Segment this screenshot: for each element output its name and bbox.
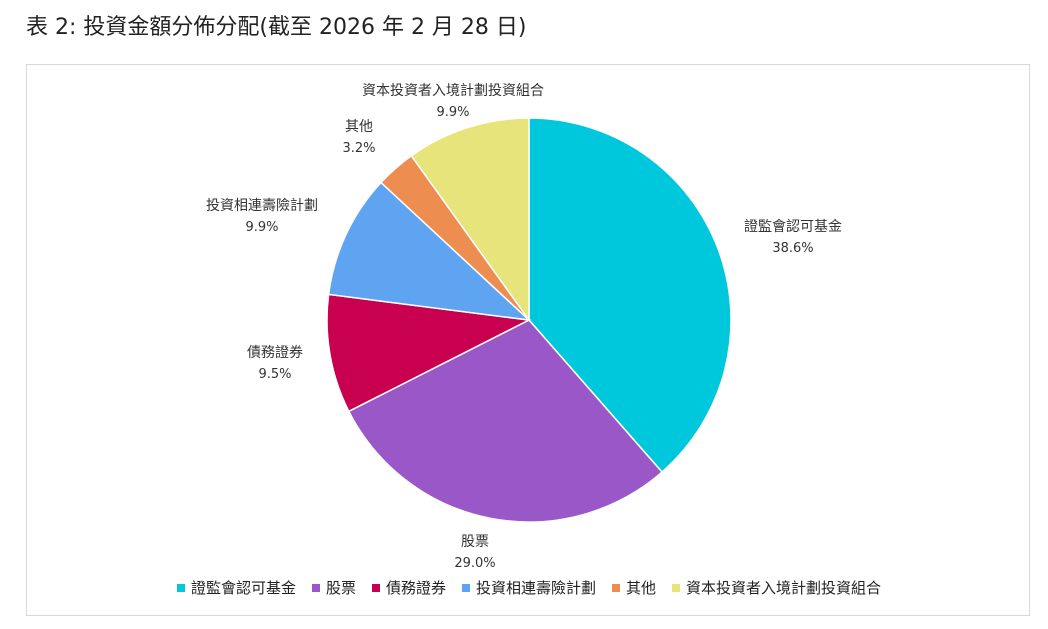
legend-swatch-6 (672, 583, 681, 592)
legend-label-5: 其他 (626, 579, 657, 597)
legend-swatch-1 (176, 583, 185, 592)
legend-label-1: 證監會認可基金 (190, 579, 296, 597)
slice-label-5: 其他 (345, 119, 373, 135)
legend-item-3: 債務證券 (371, 577, 446, 598)
legend-item-1: 證監會認可基金 (176, 577, 296, 598)
legend-swatch-2 (311, 583, 320, 592)
legend-item-6: 資本投資者入境計劃投資組合 (672, 577, 881, 598)
slice-label-2: 股票 (461, 534, 489, 550)
slice-value-1: 38.6% (772, 241, 813, 256)
legend-item-4: 投資相連壽險計劃 (462, 577, 596, 598)
pie-slices (326, 117, 732, 523)
legend-swatch-4 (462, 583, 470, 592)
slice-value-3: 9.5% (258, 367, 291, 382)
pie-labels: 證監會認可基金 38.6% 股票 29.0% 債務證券 9.5% 投資相連壽險計劃 9.9% 其… (206, 83, 842, 571)
chart-legend: 證監會認可基金 股票 債務證券 投資相連壽險計劃 其他 資本投資者入境計劃投資組合 (27, 577, 1031, 598)
pie-slice-2 (347, 319, 664, 523)
slice-label-6: 資本投資者入境計劃投資組合 (362, 83, 544, 99)
slice-label-4: 投資相連壽險計劃 (206, 198, 318, 214)
legend-label-4: 投資相連壽險計劃 (476, 579, 597, 597)
slice-value-6: 9.9% (436, 105, 469, 120)
pie-slice-6 (410, 117, 530, 323)
slice-value-4: 9.9% (245, 220, 278, 235)
chart-heading: 表 2: 投資金額分佈分配(截至 2026 年 2 月 28 日) (26, 15, 527, 40)
slice-label-3: 債務證券 (247, 344, 303, 361)
pie-chart: 證監會認可基金 38.6% 股票 29.0% 債務證券 9.5% 投資相連壽險計劃 9.9% 其… (206, 83, 842, 571)
legend-label-3: 債務證券 (385, 579, 446, 597)
legend-item-2: 股票 (311, 577, 356, 598)
slice-label-1: 證監會認可基金 (744, 218, 842, 235)
pie-slice-4 (327, 181, 532, 322)
slice-value-2: 29.0% (454, 556, 495, 571)
legend-swatch-5 (612, 583, 621, 592)
legend-label-2: 股票 (325, 579, 356, 597)
pie-slice-3 (326, 293, 532, 413)
legend-label-6: 資本投資者入境計劃投資組合 (686, 579, 882, 597)
slice-value-5: 3.2% (342, 141, 375, 156)
legend-swatch-3 (371, 583, 380, 592)
legend-item-5: 其他 (612, 577, 656, 598)
chart-frame: 證監會認可基金 38.6% 股票 29.0% 債務證券 9.5% 投資相連壽險計劃 9.9% 其… (26, 64, 1030, 616)
pie-slice-1 (528, 117, 732, 474)
